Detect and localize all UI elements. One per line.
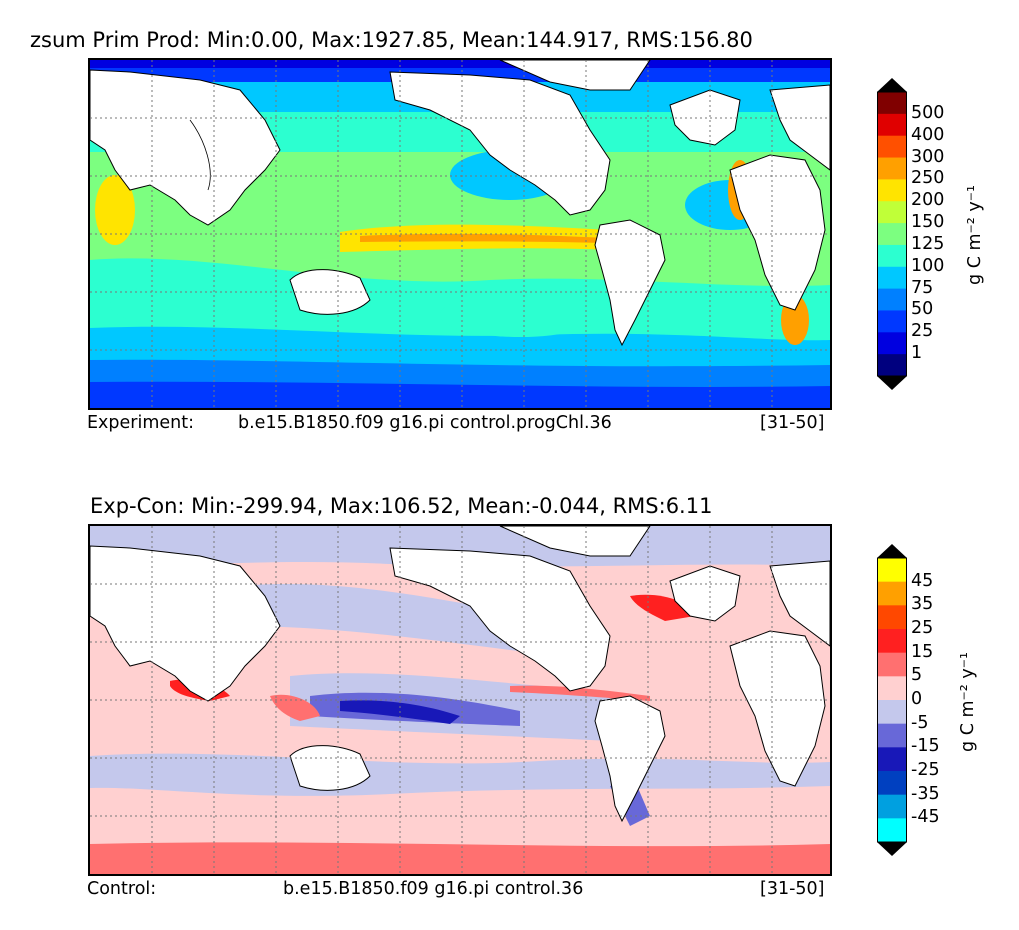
top-colorbar-scale [877, 78, 907, 390]
bottom-footer-label: Control: [87, 879, 157, 899]
top-colorbar-segment [877, 92, 907, 115]
bottom-map [88, 524, 832, 876]
top-panel-title: zsum Prim Prod: Min:0.00, Max:1927.85, M… [30, 28, 753, 52]
top-colorbar-tick-label: 100 [911, 255, 945, 276]
bottom-colorbar-tick-label: 45 [911, 570, 934, 591]
top-colorbar-segment [877, 157, 907, 180]
bottom-colorbar-segment [877, 723, 907, 748]
top-colorbar-segment [877, 179, 907, 202]
bottom-colorbar-tick-label: -5 [911, 712, 929, 733]
top-colorbar-segment [877, 244, 907, 268]
top-colorbar-segment [877, 288, 907, 311]
bottom-colorbar-segment [877, 771, 907, 796]
top-footer-label: Experiment: [87, 413, 195, 433]
top-map [88, 58, 832, 410]
bottom-footer-case: b.e15.B1850.f09 g16.pi control.36 [283, 879, 584, 899]
top-colorbar-tick-label: 300 [911, 146, 945, 167]
bottom-colorbar-tick-label: -45 [911, 807, 940, 828]
bottom-colorbar-segment [877, 747, 907, 772]
bottom-colorbar-segment [877, 629, 907, 654]
top-colorbar-segment [877, 223, 907, 246]
bottom-colorbar-tick-label: 25 [911, 618, 934, 638]
bottom-colorbar [877, 544, 907, 856]
bottom-colorbar-under-arrow [877, 842, 907, 856]
top-colorbar-segment [877, 310, 907, 333]
top-colorbar-tick-label: 1 [911, 343, 923, 364]
top-colorbar-segment [877, 266, 907, 290]
bottom-colorbar-tick-label: 0 [911, 689, 923, 709]
top-footer-years: [31-50] [760, 413, 825, 433]
top-map-canvas [90, 60, 830, 408]
bottom-colorbar-tick-label: -15 [911, 736, 940, 757]
bottom-colorbar-segment [877, 676, 907, 701]
top-colorbar-segment [877, 135, 907, 159]
bottom-colorbar-tick-label: 5 [911, 665, 923, 686]
top-colorbar-tick-label: 75 [911, 277, 934, 298]
top-colorbar-tick-label: 150 [911, 212, 945, 233]
bottom-colorbar-segment [877, 581, 907, 606]
bottom-map-canvas [90, 526, 830, 874]
bottom-units-label: g C m⁻² y⁻¹ [958, 652, 978, 752]
top-colorbar-tick-label: 125 [911, 233, 945, 254]
bottom-colorbar-tick-label: 35 [911, 594, 934, 615]
top-colorbar-tick-label: 250 [911, 168, 945, 189]
top-colorbar-tick-label: 500 [911, 102, 945, 123]
bottom-colorbar-scale [877, 544, 907, 856]
top-colorbar-segment [877, 354, 907, 377]
top-colorbar-over-arrow [877, 78, 907, 92]
top-colorbar-tick-label: 200 [911, 190, 945, 211]
bottom-colorbar-tick-label: -35 [911, 783, 940, 804]
top-colorbar-tick-label: 50 [911, 299, 934, 320]
bottom-footer-years: [31-50] [760, 879, 825, 899]
bottom-colorbar-segment [877, 652, 907, 677]
top-units-label: g C m⁻² y⁻¹ [965, 185, 985, 285]
bottom-colorbar-segment [877, 700, 907, 725]
bottom-colorbar-segment [877, 605, 907, 630]
bottom-colorbar-over-arrow [877, 544, 907, 558]
top-colorbar-segment [877, 201, 907, 224]
top-colorbar-segment [877, 332, 907, 355]
top-colorbar-tick-label: 400 [911, 124, 945, 145]
top-colorbar-segment [877, 113, 907, 137]
bottom-colorbar-segment [877, 818, 907, 843]
top-colorbar-tick-label: 25 [911, 321, 934, 342]
bottom-colorbar-segment [877, 558, 907, 583]
top-colorbar-under-arrow [877, 376, 907, 390]
top-footer-case: b.e15.B1850.f09 g16.pi control.progChl.3… [238, 413, 612, 433]
top-colorbar [877, 78, 907, 390]
bottom-colorbar-tick-label: 15 [911, 641, 934, 662]
bottom-colorbar-tick-label: -25 [911, 760, 940, 780]
bottom-panel-title: Exp-Con: Min:-299.94, Max:106.52, Mean:-… [90, 494, 713, 518]
bottom-colorbar-segment [877, 794, 907, 819]
